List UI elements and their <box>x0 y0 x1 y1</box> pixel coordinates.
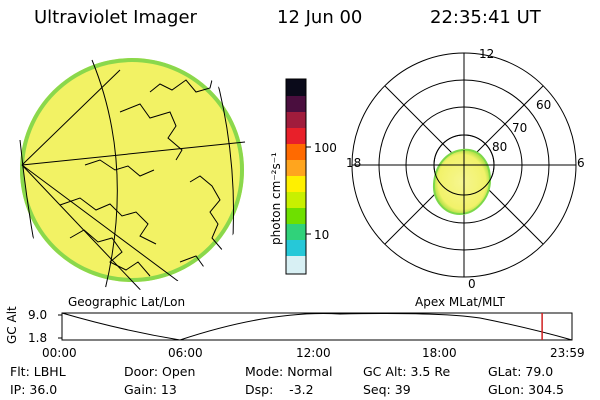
info-gain: Gain: 13 <box>124 382 177 397</box>
info-gc-alt: GC Alt: 3.5 Re <box>363 364 451 379</box>
auroral-oval <box>432 148 492 216</box>
mlt-label-12: 12 <box>479 47 495 61</box>
info-mode: Mode: Normal <box>245 364 333 379</box>
orbit-axis-label: GC Alt <box>5 306 19 344</box>
info-glon: GLon: 304.5 <box>488 382 564 397</box>
mlat-label-70: 70 <box>512 121 528 135</box>
mlat-label-60: 60 <box>536 98 552 112</box>
coastlines <box>59 61 231 281</box>
orbit-xtick: 18:00 <box>422 346 457 360</box>
orbit-xtick: 23:59 <box>550 346 585 360</box>
orbit-panel <box>58 312 573 341</box>
mlt-label-6: 6 <box>577 156 585 170</box>
info-filter: Flt: LBHL <box>10 364 66 379</box>
date-label: 12 Jun 00 <box>277 7 363 28</box>
geographic-caption: Geographic Lat/Lon <box>68 295 186 309</box>
emission-fill <box>20 58 244 282</box>
info-dsp: Dsp: -3.2 <box>245 382 314 397</box>
latlon-grid-line <box>21 164 151 290</box>
time-label: 22:35:41 UT <box>430 7 541 28</box>
info-ip: IP: 36.0 <box>10 382 58 397</box>
colorbar-units-label: photon cm⁻²s⁻¹ <box>269 152 283 245</box>
orbit-ytick-bottom: 1.8 <box>28 331 48 345</box>
mlt-label-0: 0 <box>468 277 476 291</box>
orbit-xtick: 06:00 <box>168 346 203 360</box>
orbit-xtick: 12:00 <box>296 346 331 360</box>
geographic-map <box>19 54 246 290</box>
orbit-frame <box>61 312 573 341</box>
mlt-label-18: 18 <box>346 156 362 170</box>
latlon-grid-line <box>91 59 118 290</box>
apex-caption: Apex MLat/MLT <box>415 295 505 309</box>
color-scale <box>285 78 311 275</box>
orbit-altitude-curve <box>61 312 573 341</box>
mlat-label-80: 80 <box>492 140 508 154</box>
colorbar-label-10: 10 <box>314 228 330 242</box>
latlon-grid-line <box>21 164 191 290</box>
info-glat: GLat: 79.0 <box>488 364 554 379</box>
info-door: Door: Open <box>124 364 196 379</box>
latlon-grid-line <box>21 141 246 166</box>
app-title: Ultraviolet Imager <box>34 7 197 28</box>
colorbar-label-100: 100 <box>314 141 337 155</box>
info-seq: Seq: 39 <box>363 382 411 397</box>
orbit-ytick-top: 9.0 <box>28 308 48 322</box>
latlon-grid-line <box>21 69 121 166</box>
orbit-xtick: 00:00 <box>42 346 77 360</box>
polar-plot <box>351 52 577 278</box>
